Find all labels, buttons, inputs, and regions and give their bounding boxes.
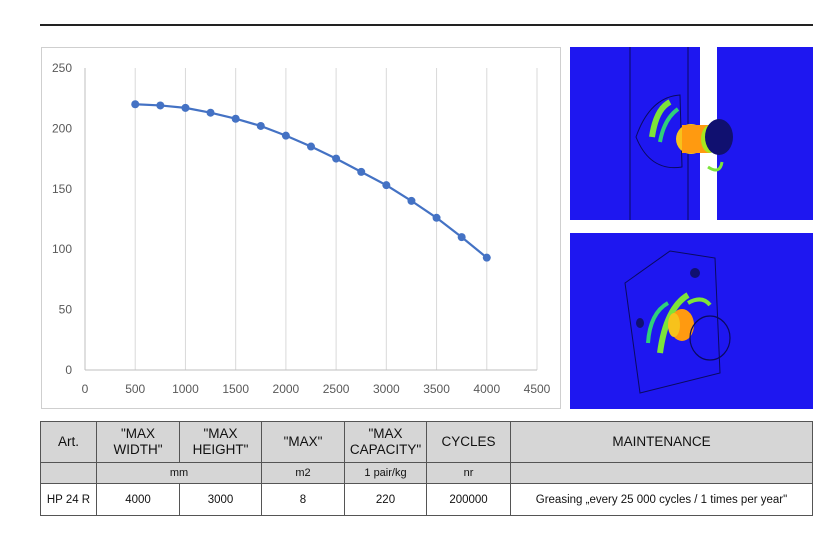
data-point: [482, 253, 491, 262]
table-row: HP 24 R 4000 3000 8 220 200000 Greasing …: [40, 483, 813, 516]
data-point: [131, 100, 140, 109]
y-tick-label: 150: [52, 182, 72, 196]
x-tick-label: 4000: [473, 382, 500, 396]
units-art-empty: [40, 462, 97, 484]
cell-max-width: 4000: [96, 483, 180, 516]
data-point: [432, 213, 441, 222]
table-header-row: Art. "MAX WIDTH" "MAX HEIGHT" "MAX" "MAX…: [40, 421, 813, 463]
data-point: [156, 101, 165, 110]
units-mm: mm: [96, 462, 262, 484]
header-cycles: CYCLES: [426, 421, 511, 463]
data-point: [357, 167, 366, 176]
y-tick-label: 100: [52, 242, 72, 256]
x-tick-label: 500: [125, 382, 145, 396]
x-tick-label: 2000: [273, 382, 300, 396]
data-point: [382, 181, 391, 190]
table-units-row: mm m2 1 pair/kg nr: [40, 462, 813, 484]
data-point: [307, 142, 315, 151]
data-point: [181, 103, 190, 112]
chart-svg: 0 500 1000 1500 2000 2500 3000 3500 4000 4500 0 50 1…: [52, 61, 551, 396]
header-max-width: "MAX WIDTH": [96, 421, 180, 463]
units-capacity: 1 pair/kg: [344, 462, 427, 484]
x-tick-label: 3000: [373, 382, 400, 396]
y-tick-label: 200: [52, 121, 72, 135]
x-tick-label: 4500: [524, 382, 551, 396]
cell-art: HP 24 R: [40, 483, 97, 516]
cell-max-capacity: 220: [344, 483, 427, 516]
spec-table: Art. "MAX WIDTH" "MAX HEIGHT" "MAX" "MAX…: [40, 421, 813, 516]
y-tick-label: 50: [59, 303, 73, 317]
cell-max: 8: [261, 483, 345, 516]
header-maintenance: MAINTENANCE: [510, 421, 813, 463]
x-tick-label: 1000: [172, 382, 199, 396]
x-tick-label: 3500: [423, 382, 450, 396]
x-tick-label: 1500: [222, 382, 249, 396]
simulation-image-bottom: [570, 233, 813, 409]
load-chart: 0 500 1000 1500 2000 2500 3000 3500 4000 4500 0 50 1…: [41, 47, 561, 409]
units-nr: nr: [426, 462, 511, 484]
cell-max-height: 3000: [179, 483, 262, 516]
data-point: [206, 108, 215, 117]
y-tick-label: 250: [52, 61, 72, 75]
header-art: Art.: [40, 421, 97, 463]
top-rule: [40, 24, 813, 26]
units-maintenance-empty: [510, 462, 813, 484]
data-point: [457, 233, 466, 242]
header-max: "MAX": [261, 421, 345, 463]
data-point: [231, 114, 240, 123]
units-m2: m2: [261, 462, 345, 484]
cell-cycles: 200000: [426, 483, 511, 516]
cell-maintenance: Greasing „every 25 000 cycles / 1 times …: [510, 483, 813, 516]
series-line: [135, 103, 488, 259]
data-point: [332, 154, 341, 163]
header-max-height: "MAX HEIGHT": [179, 421, 262, 463]
y-tick-label: 0: [65, 363, 72, 377]
simulation-image-top: [570, 47, 813, 220]
x-tick-label: 0: [82, 382, 89, 396]
header-max-capacity: "MAX CAPACITY": [344, 421, 427, 463]
data-point: [407, 196, 416, 205]
data-point: [281, 131, 290, 140]
x-tick-label: 2500: [323, 382, 350, 396]
data-point: [256, 121, 265, 130]
